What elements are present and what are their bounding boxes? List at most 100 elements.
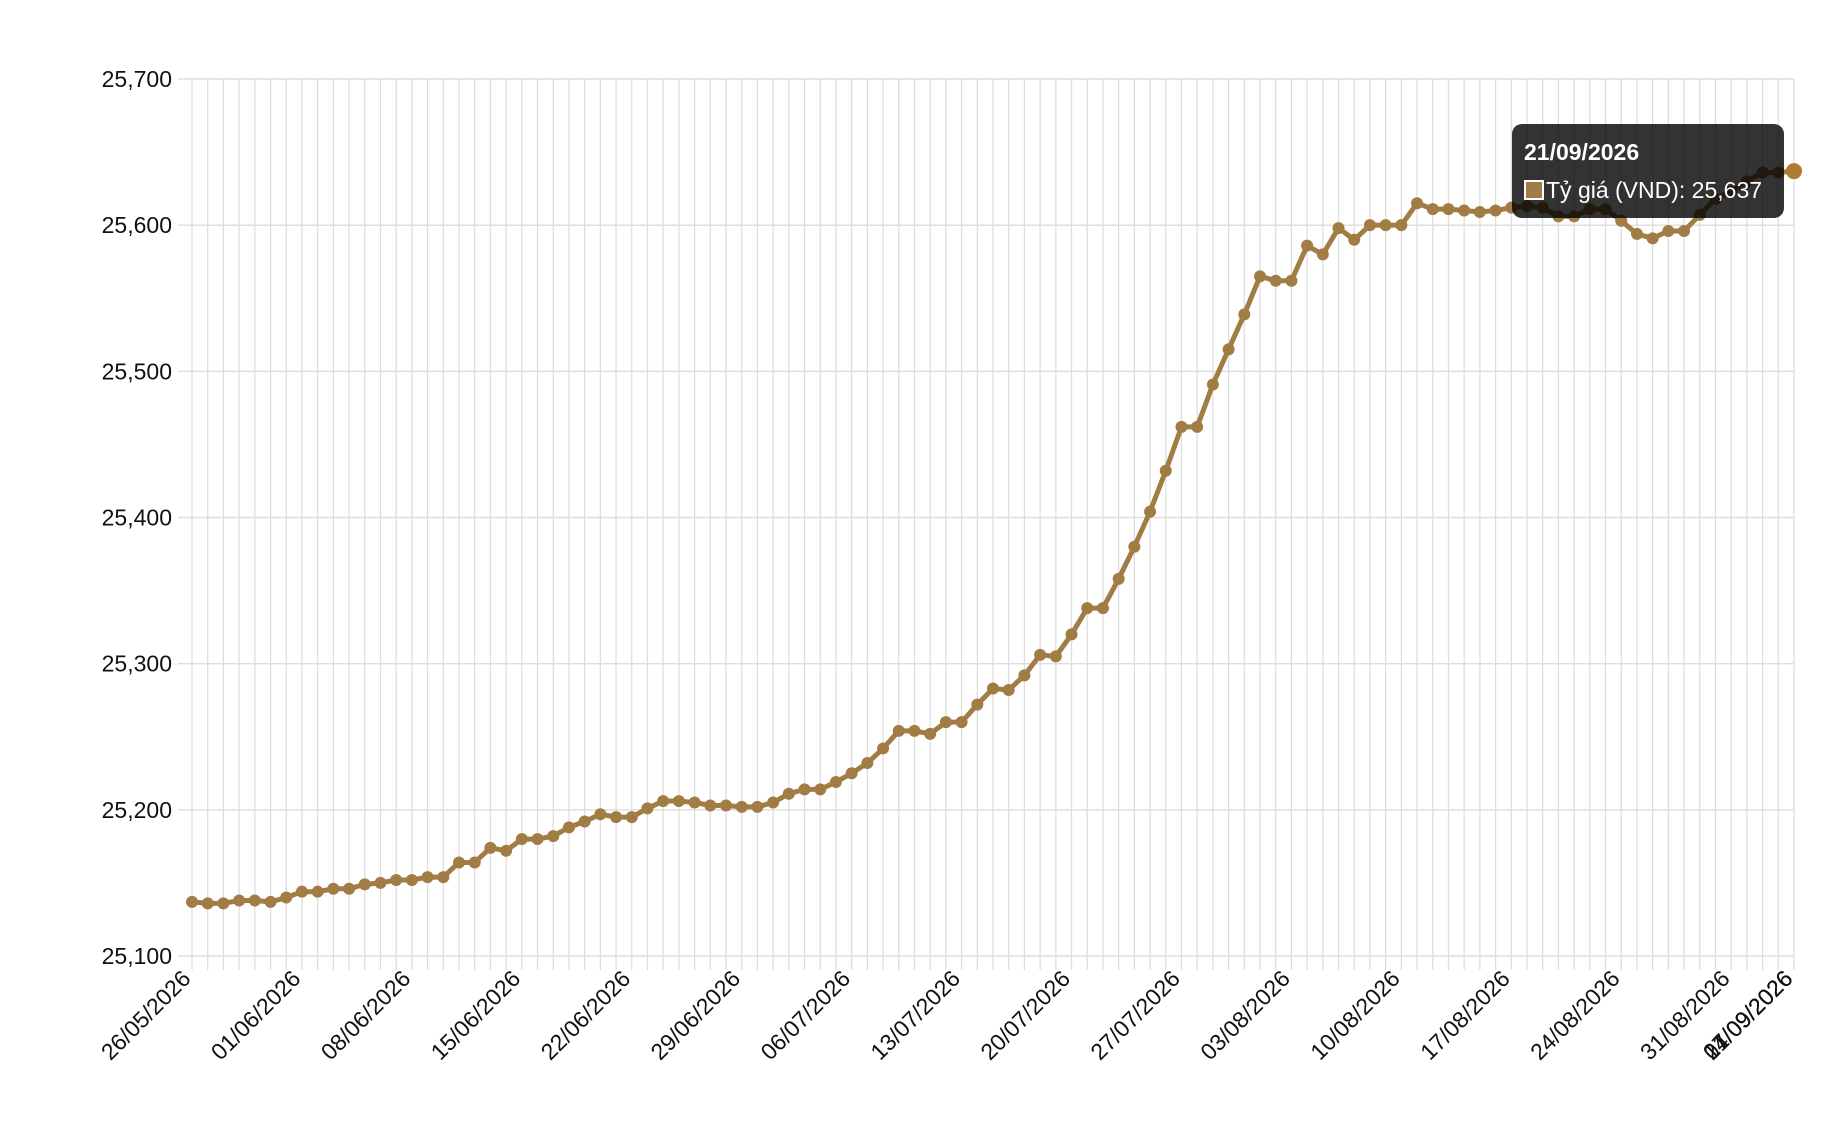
x-tick-label: 10/08/2026 bbox=[1305, 965, 1405, 1065]
x-axis: 26/05/2026 01/06/2026 08/06/2026 15/06/2026… bbox=[96, 965, 1798, 1065]
data-point[interactable] bbox=[767, 796, 780, 809]
data-point[interactable] bbox=[1112, 572, 1125, 585]
data-point[interactable] bbox=[1678, 225, 1691, 238]
data-tooltip: 21/09/2026 Tỷ giá (VND): 25,637 bbox=[1512, 124, 1784, 218]
data-point[interactable] bbox=[233, 894, 246, 907]
data-point[interactable] bbox=[1144, 505, 1157, 518]
data-point[interactable] bbox=[1269, 274, 1282, 287]
data-point[interactable] bbox=[1128, 540, 1141, 553]
data-point[interactable] bbox=[987, 682, 999, 695]
data-point[interactable] bbox=[562, 821, 575, 834]
data-point[interactable] bbox=[390, 873, 403, 886]
data-point[interactable] bbox=[688, 796, 701, 809]
data-point[interactable] bbox=[547, 830, 560, 843]
data-point[interactable] bbox=[421, 871, 434, 884]
data-point[interactable] bbox=[924, 727, 937, 740]
data-point[interactable] bbox=[484, 841, 497, 854]
data-point[interactable] bbox=[1034, 648, 1047, 661]
data-point[interactable] bbox=[892, 724, 905, 737]
data-point[interactable] bbox=[955, 716, 968, 729]
data-point[interactable] bbox=[248, 894, 261, 907]
data-point[interactable] bbox=[374, 876, 387, 889]
x-tick-label: 08/06/2026 bbox=[316, 965, 416, 1065]
data-point[interactable] bbox=[1049, 650, 1062, 663]
data-point[interactable] bbox=[578, 815, 591, 828]
y-tick-label: 25,100 bbox=[102, 943, 172, 969]
data-point[interactable] bbox=[1018, 669, 1031, 682]
data-point[interactable] bbox=[1206, 378, 1219, 391]
x-tick-label: 03/08/2026 bbox=[1195, 965, 1295, 1065]
data-point[interactable] bbox=[1332, 222, 1345, 235]
y-tick-label: 25,200 bbox=[102, 797, 172, 823]
data-point[interactable] bbox=[971, 698, 984, 711]
data-point[interactable] bbox=[1254, 270, 1266, 283]
x-tick-label: 15/06/2026 bbox=[426, 965, 526, 1065]
data-point[interactable] bbox=[908, 724, 921, 737]
data-point[interactable] bbox=[1081, 602, 1094, 615]
data-point[interactable] bbox=[1662, 225, 1675, 238]
data-point[interactable] bbox=[264, 895, 277, 908]
data-point[interactable] bbox=[1489, 204, 1502, 217]
data-point[interactable] bbox=[625, 811, 638, 824]
data-point[interactable] bbox=[358, 878, 371, 891]
data-point[interactable] bbox=[1426, 203, 1439, 216]
data-point[interactable] bbox=[201, 897, 214, 910]
data-point[interactable] bbox=[1238, 308, 1251, 321]
data-point[interactable] bbox=[657, 795, 670, 808]
data-point[interactable] bbox=[500, 844, 513, 857]
data-point[interactable] bbox=[829, 776, 842, 789]
x-tick-label: 26/05/2026 bbox=[96, 965, 196, 1065]
data-point[interactable] bbox=[515, 833, 528, 846]
data-point[interactable] bbox=[1473, 206, 1486, 219]
data-point[interactable] bbox=[877, 742, 890, 755]
data-point[interactable] bbox=[751, 800, 764, 813]
data-point[interactable] bbox=[186, 895, 198, 908]
data-point[interactable] bbox=[1175, 420, 1188, 433]
data-point[interactable] bbox=[814, 783, 827, 796]
data-point[interactable] bbox=[343, 882, 356, 895]
data-point[interactable] bbox=[1442, 203, 1455, 216]
data-point[interactable] bbox=[1411, 197, 1424, 210]
data-point[interactable] bbox=[405, 873, 418, 886]
data-point[interactable] bbox=[1002, 683, 1015, 696]
y-tick-label: 25,500 bbox=[102, 358, 172, 384]
data-point[interactable] bbox=[1458, 204, 1471, 217]
data-point[interactable] bbox=[1096, 602, 1109, 615]
data-point[interactable] bbox=[861, 757, 874, 770]
data-point[interactable] bbox=[468, 856, 481, 869]
data-point[interactable] bbox=[704, 799, 717, 812]
data-point[interactable] bbox=[437, 871, 450, 884]
data-point[interactable] bbox=[1191, 420, 1204, 433]
data-point[interactable] bbox=[1065, 628, 1078, 641]
data-point[interactable] bbox=[845, 767, 858, 780]
data-point[interactable] bbox=[782, 787, 795, 800]
data-point[interactable] bbox=[280, 891, 293, 904]
data-point[interactable] bbox=[720, 799, 732, 812]
data-point[interactable] bbox=[1630, 227, 1643, 240]
data-point[interactable] bbox=[1363, 219, 1376, 232]
data-point[interactable] bbox=[672, 795, 685, 808]
data-point[interactable] bbox=[594, 808, 607, 821]
data-point[interactable] bbox=[735, 800, 748, 813]
data-point[interactable] bbox=[217, 897, 230, 910]
data-point[interactable] bbox=[1379, 219, 1392, 232]
data-point[interactable] bbox=[1301, 239, 1314, 252]
data-point[interactable] bbox=[327, 882, 340, 895]
data-point[interactable] bbox=[1222, 343, 1235, 356]
data-point[interactable] bbox=[610, 811, 623, 824]
data-point[interactable] bbox=[1316, 248, 1329, 261]
data-point[interactable] bbox=[1348, 233, 1361, 246]
data-point[interactable] bbox=[295, 885, 308, 898]
data-point[interactable] bbox=[1285, 274, 1298, 287]
data-point[interactable] bbox=[641, 802, 654, 815]
data-point[interactable] bbox=[1395, 219, 1408, 232]
data-point[interactable] bbox=[1159, 464, 1172, 477]
data-point-highlight[interactable] bbox=[1786, 163, 1802, 180]
data-point[interactable] bbox=[531, 833, 544, 846]
data-points[interactable] bbox=[186, 163, 1802, 910]
data-point[interactable] bbox=[311, 885, 324, 898]
data-point[interactable] bbox=[939, 716, 952, 729]
data-point[interactable] bbox=[798, 783, 811, 796]
data-point[interactable] bbox=[1646, 232, 1659, 245]
data-point[interactable] bbox=[453, 856, 465, 869]
